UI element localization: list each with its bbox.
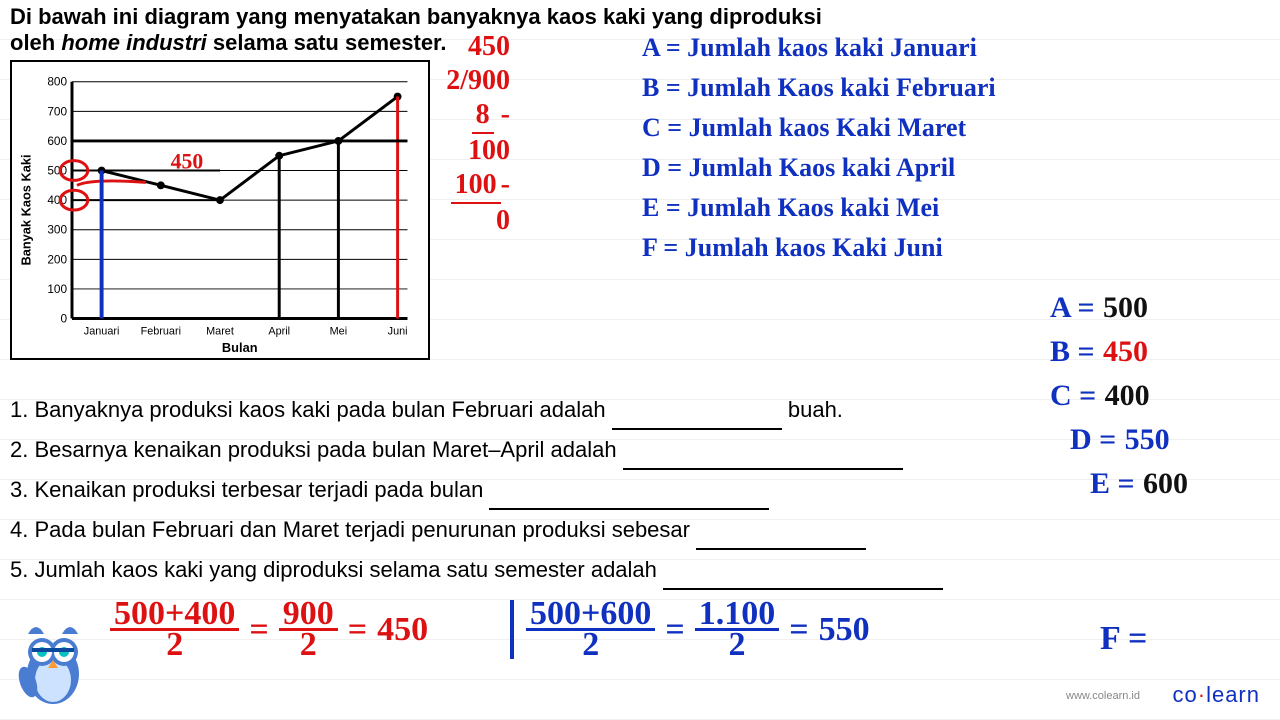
div-quotient: 450 bbox=[468, 30, 510, 64]
div-step2: 100 bbox=[442, 134, 510, 168]
val-C-r: 400 bbox=[1105, 379, 1150, 412]
svg-text:200: 200 bbox=[47, 252, 67, 266]
cr-res: 450 bbox=[377, 611, 428, 649]
svg-text:400: 400 bbox=[47, 193, 67, 207]
val-B-r: 450 bbox=[1103, 335, 1148, 368]
brand-dot: · bbox=[1198, 682, 1206, 707]
q4: 4. Pada bulan Februari dan Maret terjadi… bbox=[10, 517, 690, 542]
brand-b: learn bbox=[1206, 682, 1260, 707]
svg-text:600: 600 bbox=[47, 134, 67, 148]
val-D-l: D = bbox=[1070, 423, 1116, 456]
title-line2a: oleh bbox=[10, 30, 61, 55]
cb-eq1: = bbox=[665, 611, 684, 649]
val-A-l: A = bbox=[1050, 291, 1095, 324]
legend-C: C = Jumlah kaos Kaki Maret bbox=[642, 108, 996, 148]
question-list: 1. Banyaknya produksi kaos kaki pada bul… bbox=[10, 390, 943, 590]
long-division: 450 2/900 8 - 100 100- 0 bbox=[442, 30, 510, 238]
title-line2b: selama satu semester. bbox=[207, 30, 447, 55]
svg-text:Banyak Kaos Kaki: Banyak Kaos Kaki bbox=[19, 154, 34, 265]
div-step3: 100 bbox=[451, 168, 501, 204]
val-C-l: C = bbox=[1050, 379, 1096, 412]
cb-den1: 2 bbox=[578, 631, 603, 659]
q2: 2. Besarnya kenaikan produksi pada bulan… bbox=[10, 437, 617, 462]
variable-legend: A = Jumlah kaos kaki Januari B = Jumlah … bbox=[642, 28, 996, 268]
cr-den1: 2 bbox=[162, 631, 187, 659]
svg-text:700: 700 bbox=[47, 104, 67, 118]
cb-den2: 2 bbox=[725, 631, 750, 659]
chart-svg: 0 100 200 300 400 500 600 700 800 Januar… bbox=[12, 62, 428, 358]
q1a: 1. Banyaknya produksi kaos kaki pada bul… bbox=[10, 397, 606, 422]
svg-text:800: 800 bbox=[47, 75, 67, 89]
q5-blank bbox=[663, 588, 943, 590]
legend-E: E = Jumlah Kaos kaki Mei bbox=[642, 188, 996, 228]
calc-blue: 500+6002 = 1.1002 = 550 bbox=[510, 600, 870, 659]
values-list: A = 500 B = 450 C = 400 D = 550 E = 600 bbox=[1050, 286, 1188, 506]
brand-logo: co·learn bbox=[1173, 682, 1261, 708]
q3: 3. Kenaikan produksi terbesar terjadi pa… bbox=[10, 477, 483, 502]
q1b: buah. bbox=[788, 397, 843, 422]
val-A-r: 500 bbox=[1103, 291, 1148, 324]
svg-text:Bulan: Bulan bbox=[222, 340, 258, 355]
val-E-l: E = bbox=[1090, 467, 1135, 500]
title-line1: Di bawah ini diagram yang menyatakan ban… bbox=[10, 4, 822, 29]
svg-text:Mei: Mei bbox=[330, 325, 347, 337]
legend-A: A = Jumlah kaos kaki Januari bbox=[642, 28, 996, 68]
legend-F: F = Jumlah kaos Kaki Juni bbox=[642, 228, 996, 268]
svg-text:0: 0 bbox=[60, 311, 67, 325]
F-equals: F = bbox=[1100, 620, 1147, 658]
val-B-l: B = bbox=[1050, 335, 1095, 368]
site-url: www.colearn.id bbox=[1066, 690, 1140, 702]
cr-eq2: = bbox=[348, 611, 367, 649]
cb-eq2: = bbox=[789, 611, 808, 649]
legend-D: D = Jumlah Kaos kaki April bbox=[642, 148, 996, 188]
q5: 5. Jumlah kaos kaki yang diproduksi sela… bbox=[10, 557, 657, 582]
val-E-r: 600 bbox=[1143, 467, 1188, 500]
div-dividend: 2/900 bbox=[442, 64, 510, 98]
svg-text:500: 500 bbox=[47, 163, 67, 177]
svg-text:April: April bbox=[268, 325, 290, 337]
svg-text:300: 300 bbox=[47, 223, 67, 237]
legend-B: B = Jumlah Kaos kaki Februari bbox=[642, 68, 996, 108]
div-remainder: 0 bbox=[442, 204, 510, 238]
title-italic: home industri bbox=[61, 30, 206, 55]
brand-a: co bbox=[1173, 682, 1198, 707]
cb-res: 550 bbox=[819, 611, 870, 649]
div-step1: 8 bbox=[472, 98, 494, 134]
svg-text:Januari: Januari bbox=[84, 325, 120, 337]
val-D-r: 550 bbox=[1125, 423, 1170, 456]
svg-text:Juni: Juni bbox=[388, 325, 408, 337]
svg-text:Februari: Februari bbox=[141, 325, 181, 337]
calc-red: 500+4002 = 9002 = 450 bbox=[110, 600, 428, 659]
mascot-owl-icon bbox=[8, 612, 98, 712]
cr-eq1: = bbox=[249, 611, 268, 649]
cr-den2: 2 bbox=[296, 631, 321, 659]
svg-text:100: 100 bbox=[47, 282, 67, 296]
svg-text:Maret: Maret bbox=[206, 325, 234, 337]
line-chart: 0 100 200 300 400 500 600 700 800 Januar… bbox=[10, 60, 430, 360]
